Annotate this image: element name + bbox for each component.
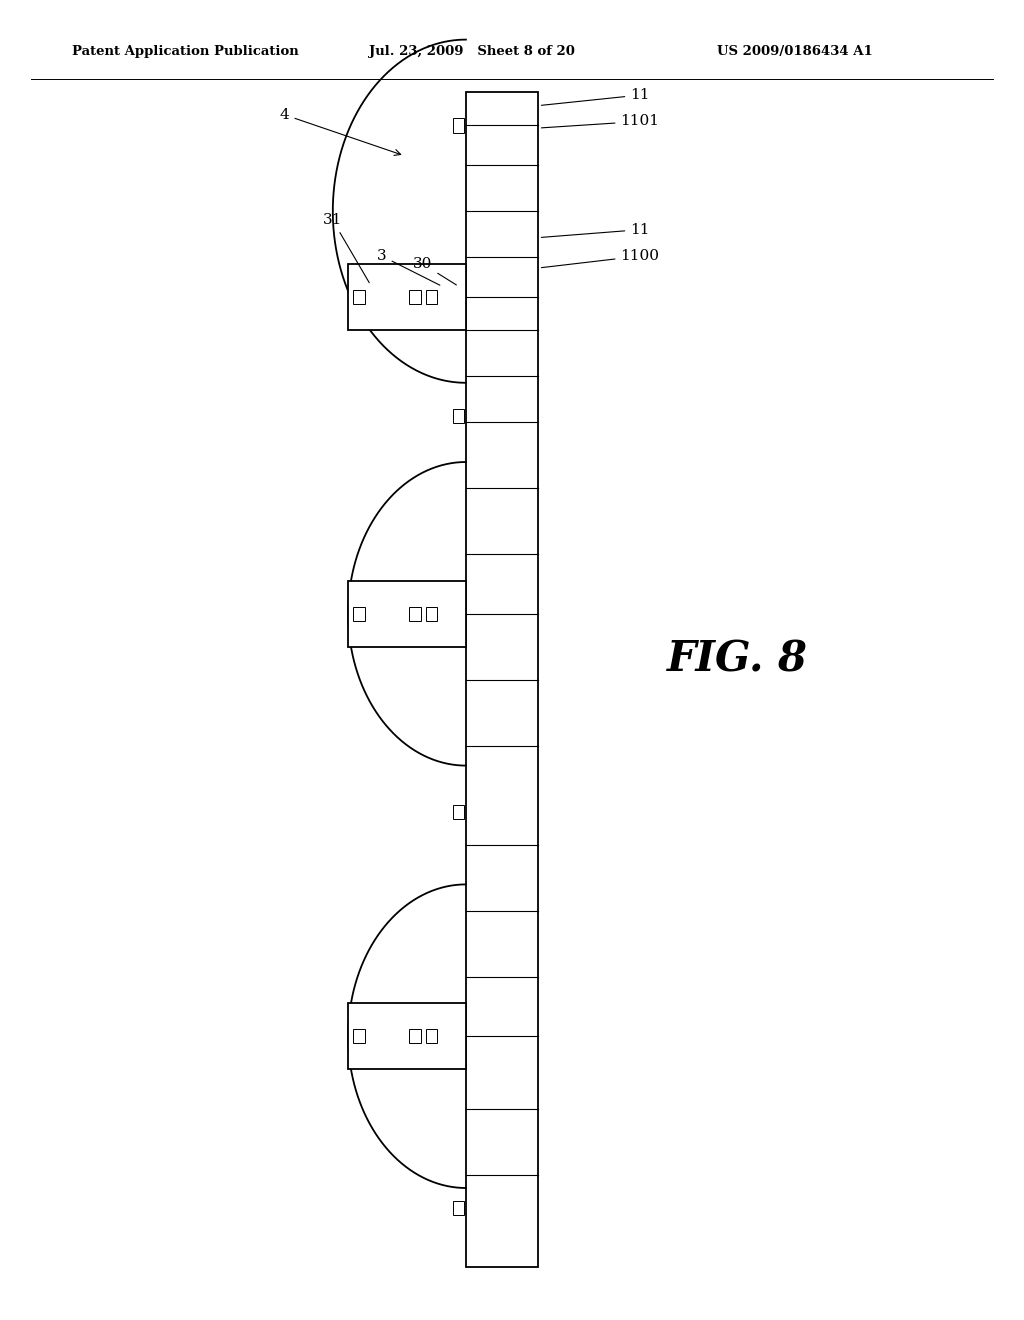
Bar	[453, 408, 464, 422]
Text: 11: 11	[542, 223, 650, 238]
Text: 31: 31	[324, 214, 370, 282]
Bar	[410, 289, 421, 304]
Bar	[348, 1003, 466, 1069]
Text: 3: 3	[377, 249, 440, 285]
Bar	[426, 1030, 437, 1043]
Bar	[410, 607, 421, 620]
Text: Jul. 23, 2009   Sheet 8 of 20: Jul. 23, 2009 Sheet 8 of 20	[369, 45, 574, 58]
Bar	[353, 607, 365, 620]
Text: FIG. 8: FIG. 8	[667, 639, 808, 681]
Bar	[348, 581, 466, 647]
Bar	[426, 289, 437, 304]
Text: 30: 30	[414, 257, 457, 285]
Bar	[453, 804, 464, 818]
Bar	[466, 92, 538, 1267]
Bar	[353, 1030, 365, 1043]
Bar	[453, 117, 464, 132]
Text: 11: 11	[542, 88, 650, 106]
Text: Patent Application Publication: Patent Application Publication	[72, 45, 298, 58]
Bar	[410, 1030, 421, 1043]
Bar	[353, 289, 365, 304]
Bar	[453, 1201, 464, 1214]
Bar	[426, 607, 437, 620]
Bar	[348, 264, 466, 330]
Text: US 2009/0186434 A1: US 2009/0186434 A1	[717, 45, 872, 58]
Text: 1101: 1101	[542, 115, 659, 128]
Text: 1100: 1100	[542, 249, 659, 268]
Text: 4: 4	[280, 108, 400, 156]
